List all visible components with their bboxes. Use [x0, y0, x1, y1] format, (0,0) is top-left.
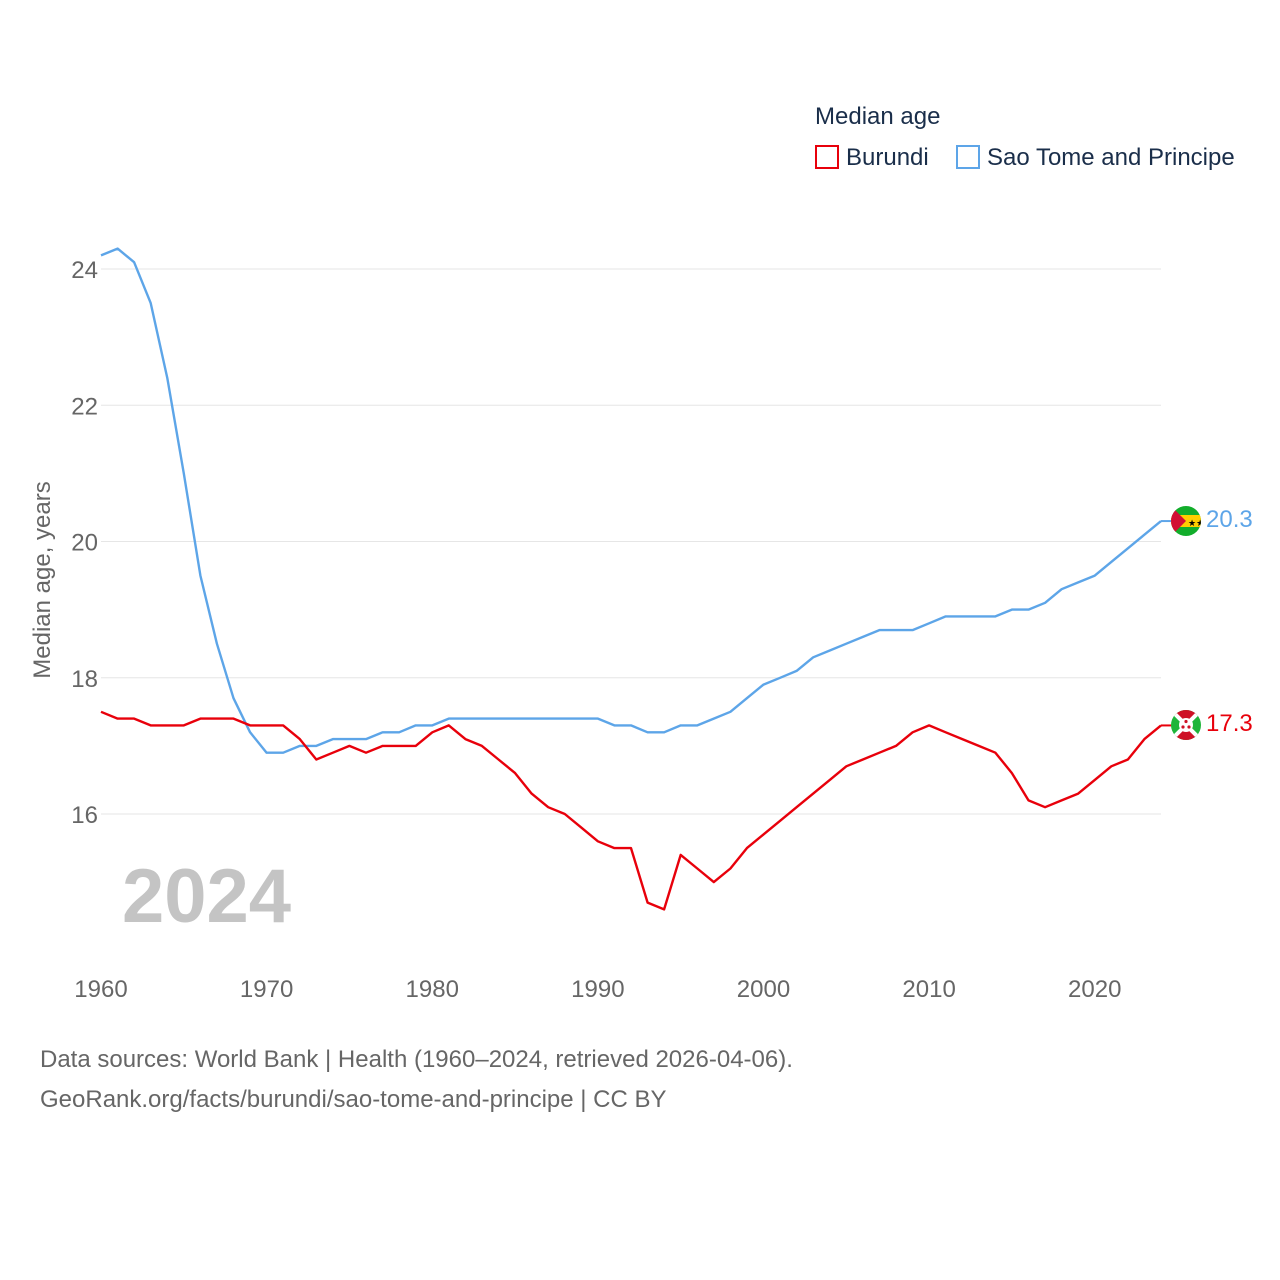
source-line-1: Data sources: World Bank | Health (1960–… [40, 1046, 793, 1073]
year-watermark: 2024 [122, 854, 291, 939]
y-tick-label: 20 [71, 530, 98, 557]
legend-label-sao-tome: Sao Tome and Principe [987, 144, 1235, 171]
y-tick-label: 22 [71, 393, 98, 420]
x-tick-label: 2020 [1068, 976, 1121, 1003]
burundi-flag-icon [1171, 710, 1201, 740]
y-tick-label: 18 [71, 666, 98, 693]
x-axis-ticks: 1960 1970 1980 1990 2000 2010 2020 [74, 976, 1121, 1003]
legend-title: Median age [815, 103, 940, 130]
x-tick-label: 2010 [902, 976, 955, 1003]
series-line-sao-tome-and-principe [100, 247, 1162, 754]
y-tick-label: 24 [71, 257, 98, 284]
source-line-2: GeoRank.org/facts/burundi/sao-tome-and-p… [40, 1086, 667, 1113]
x-tick-label: 1970 [240, 976, 293, 1003]
sao-tome-flag-icon: ★★ [1171, 506, 1204, 536]
legend: Median age Burundi Sao Tome and Principe [815, 103, 1235, 171]
svg-text:★★: ★★ [1188, 519, 1204, 529]
series-line-burundi [100, 710, 1162, 911]
data-source-note: Data sources: World Bank | Health (1960–… [40, 1040, 793, 1120]
legend-label-burundi: Burundi [846, 144, 929, 171]
gridlines [101, 268, 1161, 815]
end-label-sao-tome: 20.3 [1206, 506, 1253, 533]
x-tick-label: 2000 [737, 976, 790, 1003]
x-tick-label: 1980 [406, 976, 459, 1003]
y-axis-ticks: 16 18 20 22 24 [71, 257, 98, 829]
legend-swatch-burundi [815, 145, 839, 169]
series-lines [100, 247, 1172, 911]
y-axis-label: Median age, years [29, 481, 56, 678]
y-tick-label: 16 [71, 802, 98, 829]
x-tick-label: 1990 [571, 976, 624, 1003]
legend-swatch-sao-tome [956, 145, 980, 169]
x-tick-label: 1960 [74, 976, 127, 1003]
end-label-burundi: 17.3 [1206, 710, 1253, 737]
